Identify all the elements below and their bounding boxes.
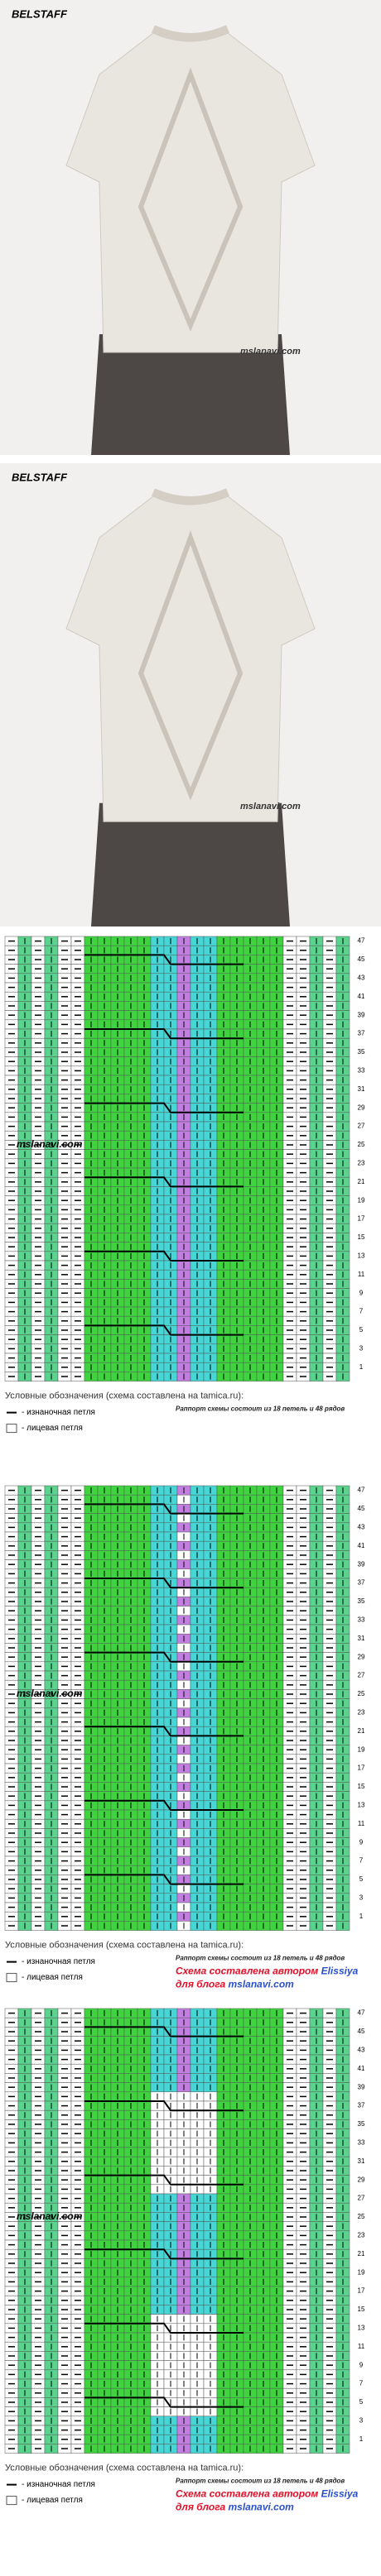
row-label: 29	[358, 1104, 365, 1111]
row-label: 7	[359, 1308, 364, 1315]
row-label: 39	[358, 1011, 365, 1018]
row-label: 11	[358, 1271, 365, 1278]
row-label: 33	[358, 1067, 365, 1075]
row-label: 43	[358, 974, 365, 982]
row-label: 41	[358, 993, 365, 1000]
row-label: 31	[358, 1085, 365, 1093]
row-label: 23	[358, 1160, 365, 1167]
row-label: 19	[358, 1196, 365, 1204]
row-label: 15	[358, 1233, 365, 1241]
knitting-chart	[4, 936, 350, 1381]
legend-knit: - лицевая петля	[22, 1424, 83, 1433]
cable	[137, 530, 244, 801]
row-label: 25	[358, 1141, 365, 1148]
collar	[151, 488, 230, 505]
row-label: 35	[358, 1048, 365, 1056]
knitting-chart	[4, 1485, 350, 1931]
row-label: 13	[358, 1252, 365, 1260]
row-label: 17	[358, 1215, 365, 1223]
watermark: mslanavi.com	[240, 802, 301, 812]
legend-title: Условные обозначения (схема составлена н…	[5, 1391, 244, 1401]
legend-knit-icon	[6, 1424, 17, 1434]
chart-watermark: mslanavi.com	[17, 1138, 83, 1150]
row-label: 3	[359, 1345, 364, 1353]
sweater	[65, 496, 316, 822]
row-label: 1	[359, 1363, 364, 1371]
repeat-note: Раппорт схемы состоит из 18 петель и 48 …	[176, 1405, 345, 1413]
brand: BELSTAFF	[12, 471, 68, 483]
collar	[151, 25, 230, 41]
row-label: 27	[358, 1123, 365, 1130]
row-label: 5	[359, 1326, 364, 1333]
row-label: 45	[358, 955, 365, 963]
legend-purl: - изнаночная петля	[22, 1408, 95, 1417]
brand: BELSTAFF	[12, 7, 68, 20]
row-label: 9	[359, 1289, 364, 1296]
cable	[137, 67, 244, 332]
row-label: 21	[358, 1178, 365, 1185]
watermark: mslanavi.com	[240, 347, 301, 357]
trousers	[91, 334, 290, 455]
trousers	[91, 802, 290, 926]
row-label: 47	[358, 937, 365, 945]
row-label: 37	[358, 1030, 365, 1037]
